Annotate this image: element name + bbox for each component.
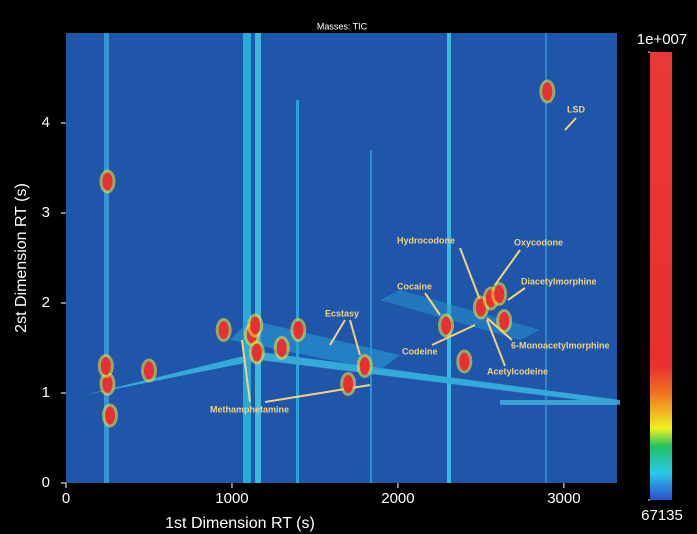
y-tick-label: 4	[42, 114, 50, 131]
peak	[293, 321, 304, 339]
y-tick-label: 1	[42, 384, 50, 401]
arrow	[424, 292, 441, 316]
arrow	[494, 249, 521, 286]
arrow	[507, 287, 526, 301]
peak	[143, 361, 154, 380]
y-tick-label: 3	[42, 204, 50, 221]
peak	[102, 172, 113, 191]
arrow	[431, 324, 476, 346]
peak	[104, 406, 115, 425]
x-tick-label: 3000	[547, 490, 580, 507]
peak	[359, 357, 370, 375]
peak	[494, 285, 505, 303]
x-tick-label: 0	[62, 490, 70, 507]
annotation: 6-Monoacetylmorphine	[511, 340, 610, 350]
annotation: Diacetylmorphine	[521, 276, 597, 286]
chart-title: Masses: TIC	[317, 21, 368, 31]
annotation: Ecstasy	[325, 308, 359, 318]
peak	[475, 298, 486, 317]
x-axis-label: 1st Dimension RT (s)	[165, 515, 315, 532]
colorbar-label: 67135	[641, 507, 683, 524]
peak	[441, 316, 452, 335]
annotation: Cocaine	[397, 281, 432, 291]
annotation: Hydrocodone	[397, 235, 455, 245]
y-axis-label: 2st Dimension RT (s)	[13, 183, 30, 333]
peak	[250, 316, 261, 335]
peak	[251, 343, 262, 362]
peak	[218, 321, 229, 339]
x-tick-label: 2000	[381, 490, 414, 507]
annotation: LSD	[567, 104, 586, 114]
colorbar	[650, 52, 672, 500]
annotation: Methamphetamine	[210, 404, 289, 414]
plot-area	[66, 33, 617, 483]
y-tick-label: 0	[42, 474, 50, 491]
arrow	[329, 319, 361, 356]
peak	[499, 312, 510, 330]
peak	[102, 375, 113, 393]
x-tick-label: 1000	[215, 490, 248, 507]
colorbar-label: 1e+007	[637, 31, 687, 48]
annotation: Acetylcodeine	[487, 366, 548, 376]
annotation: Codeine	[402, 346, 438, 356]
annotations: LSD Hydrocodone Oxycodone Diacetylmorphi…	[210, 104, 610, 414]
annotation: Oxycodone	[514, 237, 563, 247]
y-tick-label: 2	[42, 294, 50, 311]
arrow	[459, 247, 481, 301]
peak	[542, 82, 553, 101]
arrow	[486, 319, 506, 367]
arrow	[564, 117, 577, 131]
peak	[276, 339, 287, 357]
peak	[343, 375, 354, 393]
peak	[459, 352, 470, 371]
peak	[100, 357, 111, 375]
